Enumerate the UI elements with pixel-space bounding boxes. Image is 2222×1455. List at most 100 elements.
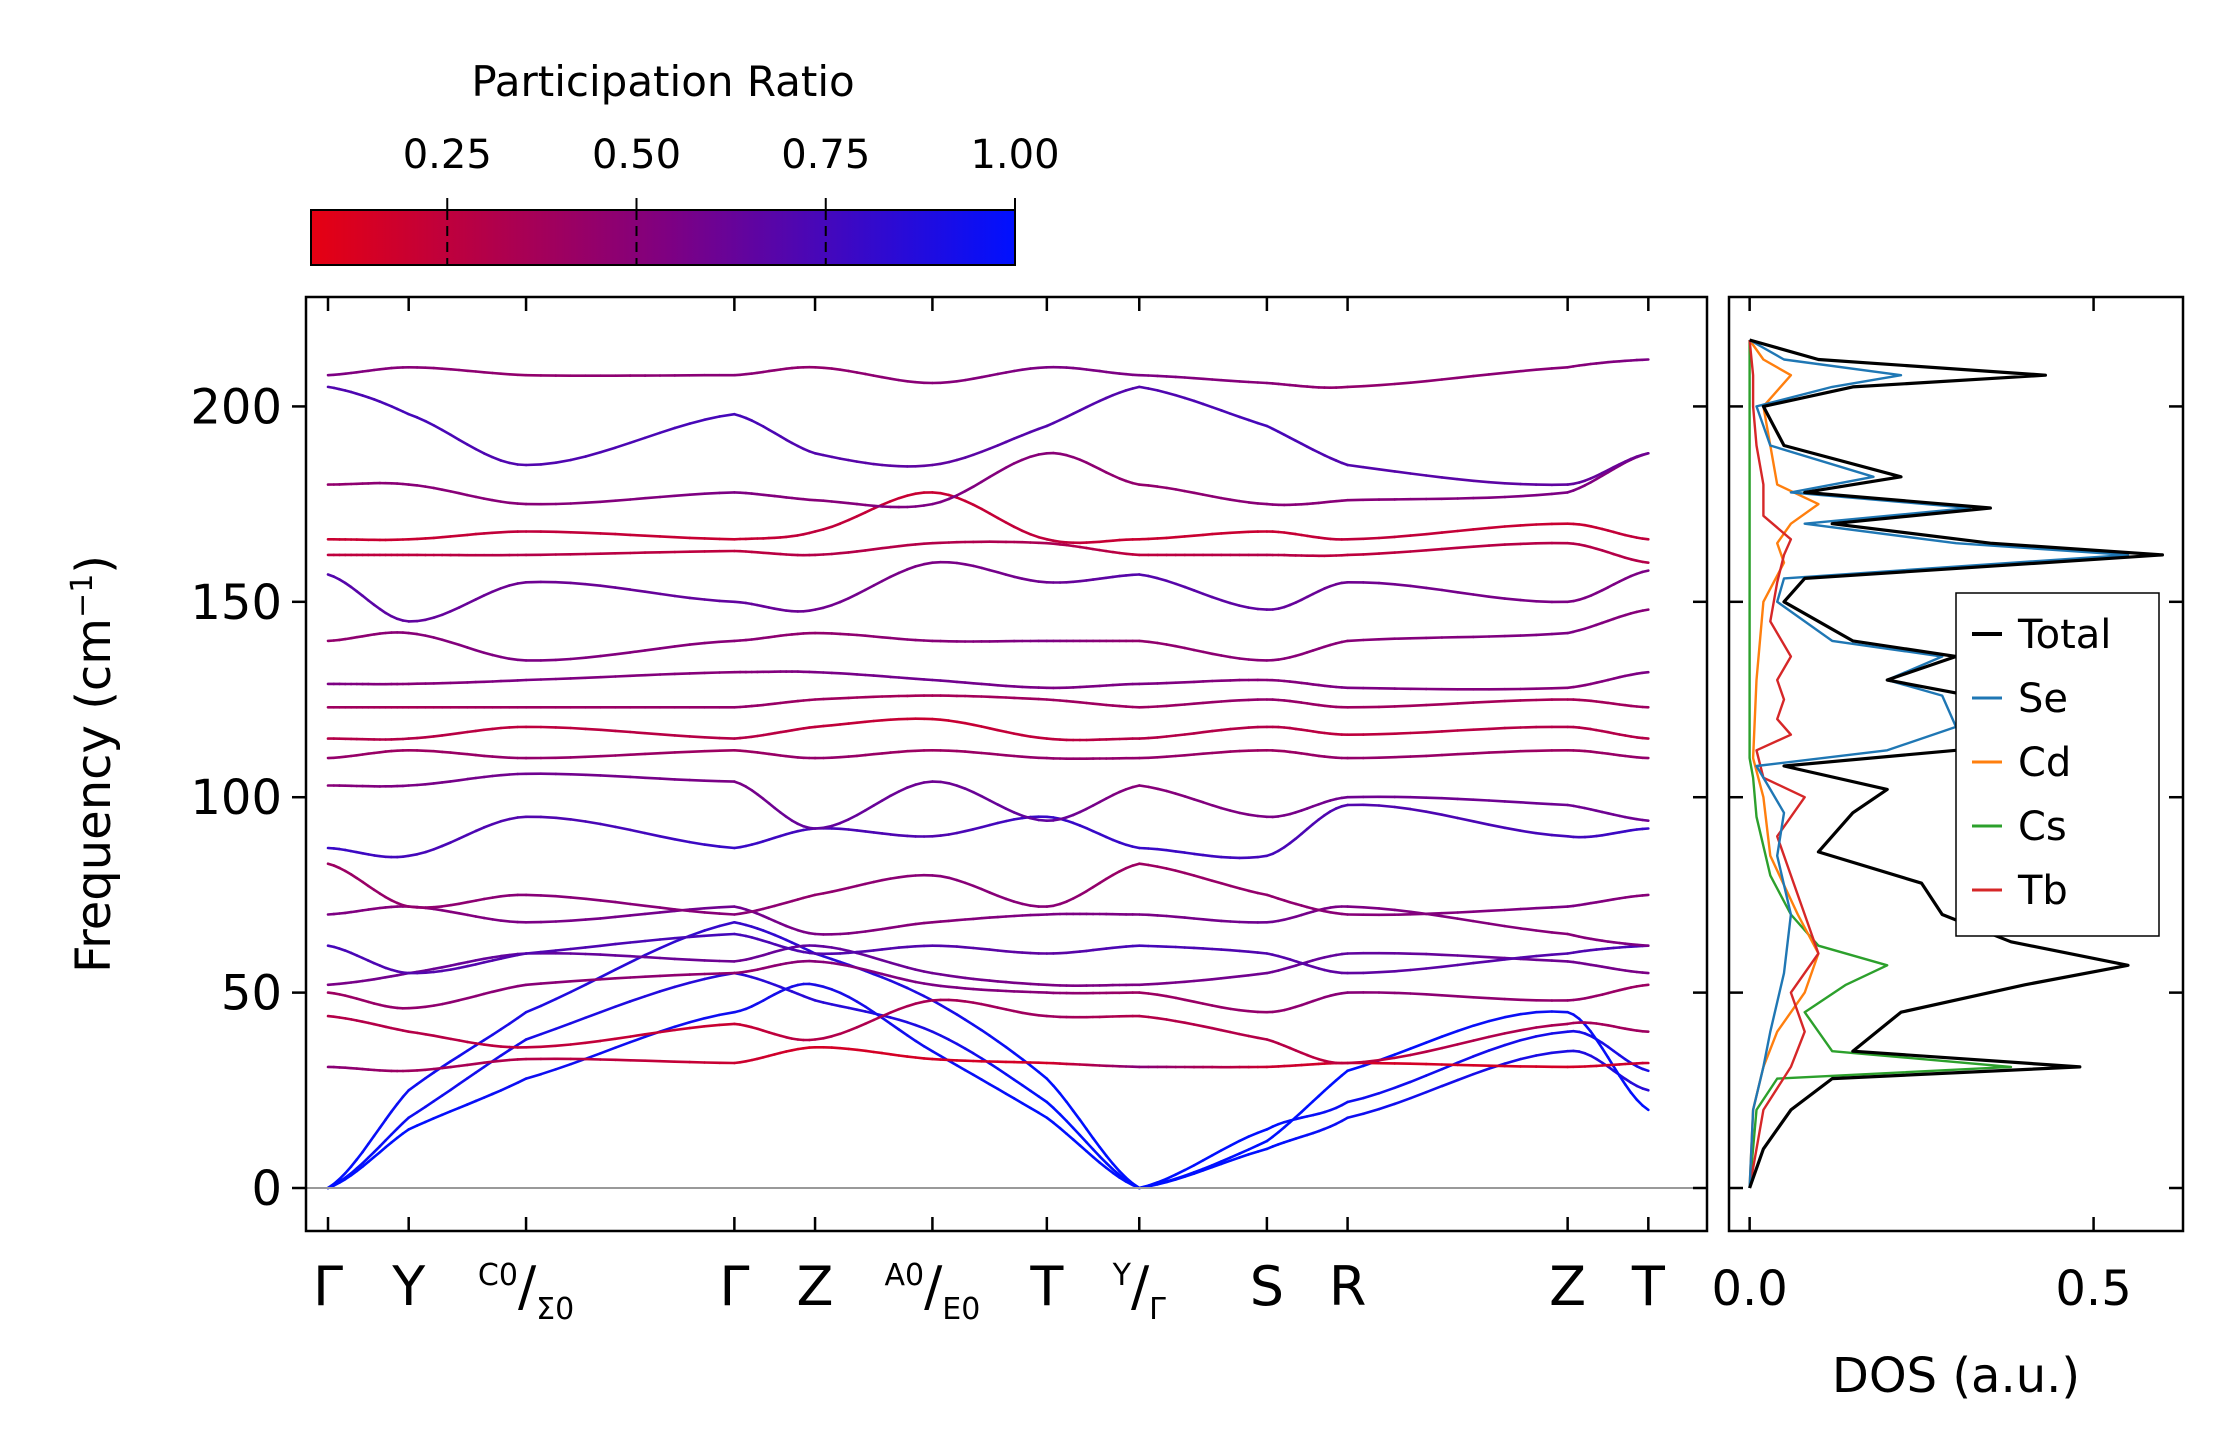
phonon-band-segment <box>1487 996 1507 1001</box>
phonon-band-segment <box>599 754 617 758</box>
phonon-band-segment <box>1238 1008 1250 1013</box>
phonon-band-segment <box>524 1032 543 1041</box>
phonon-band-segment <box>980 566 991 572</box>
phonon-band-segment <box>1550 1030 1569 1035</box>
phonon-band-segment <box>457 643 469 649</box>
phonon-band-segment <box>1583 1023 1592 1033</box>
phonon-band-segment <box>864 1049 876 1054</box>
phonon-band-segment <box>822 1035 834 1040</box>
phonon-band-segment <box>1020 577 1032 582</box>
frequency-tick-label: 200 <box>190 379 282 435</box>
phonon-band-segment <box>1105 1161 1115 1171</box>
phonon-band-segment <box>914 980 926 985</box>
phonon-band-segment <box>1424 531 1444 536</box>
phonon-band-segment <box>905 834 917 838</box>
phonon-band-segment <box>1238 604 1250 609</box>
phonon-band-segment <box>554 894 573 899</box>
phonon-band-segment <box>996 753 1008 757</box>
phonon-band-segment <box>1012 525 1024 533</box>
phonon-band-segment <box>415 1105 427 1114</box>
phonon-band-segment <box>440 488 452 493</box>
phonon-band-segment <box>584 654 602 660</box>
phonon-band-segment <box>1641 1087 1650 1092</box>
phonon-band-segment <box>864 928 876 933</box>
phonon-band-segment <box>947 679 959 684</box>
phonon-band-segment <box>1020 367 1032 372</box>
phonon-band-segment <box>1440 1029 1459 1038</box>
phonon-band-segment <box>1174 915 1187 919</box>
phonon-band-segment <box>963 485 975 493</box>
phonon-band-segment <box>1487 595 1507 600</box>
phonon-band-segment <box>996 980 1008 984</box>
phonon-band-segment <box>457 833 469 841</box>
phonon-band-segment <box>378 1139 387 1148</box>
phonon-band-segment <box>813 1037 825 1041</box>
phonon-band-segment <box>457 1049 469 1058</box>
phonon-band-segment <box>1550 365 1569 370</box>
phonon-band-segment <box>491 530 503 535</box>
phonon-band-segment <box>1247 1034 1260 1040</box>
phonon-band-segment <box>872 752 884 756</box>
phonon-band-segment <box>822 1001 834 1006</box>
phonon-band-segment <box>905 874 917 878</box>
phonon-band-segment <box>1256 891 1269 897</box>
phonon-band-segment <box>1192 589 1205 596</box>
phonon-band-segment <box>569 918 587 923</box>
phonon-band-segment <box>880 463 892 468</box>
phonon-band-segment <box>1503 542 1522 546</box>
phonon-band-segment <box>1550 631 1569 636</box>
phonon-band-segment <box>1183 871 1196 877</box>
phonon-band-segment <box>1256 854 1269 859</box>
phonon-band-segment <box>897 568 909 575</box>
phonon-band-segment <box>905 1034 917 1043</box>
phonon-band-segment <box>1393 805 1412 811</box>
phonon-band-segment <box>424 419 436 427</box>
phonon-band-segment <box>703 598 721 603</box>
phonon-band-segment <box>996 570 1008 576</box>
phonon-band-segment <box>988 948 1000 952</box>
phonon-band-segment <box>628 912 647 917</box>
phonon-band-segment <box>474 370 486 374</box>
phonon-band-segment <box>1472 1019 1491 1027</box>
phonon-band-segment <box>673 1020 692 1028</box>
phonon-band-segment <box>432 1066 444 1071</box>
phonon-band-segment <box>1210 1004 1223 1009</box>
phonon-band-segment <box>1624 1083 1633 1094</box>
phonon-band-segment <box>1362 637 1381 642</box>
phonon-band-segment <box>980 725 991 730</box>
phonon-band-segment <box>432 905 444 909</box>
phonon-band-segment <box>971 1001 983 1006</box>
phonon-band-segment <box>947 1038 959 1046</box>
phonon-band-segment <box>703 972 721 976</box>
phonon-band-segment <box>482 590 494 597</box>
phonon-band-segment <box>1029 453 1040 459</box>
phonon-band-segment <box>996 949 1008 953</box>
phonon-band-segment <box>996 894 1008 901</box>
phonon-band-segment <box>838 1029 850 1036</box>
phonon-band-segment <box>688 418 706 425</box>
phonon-band-segment <box>813 826 825 830</box>
phonon-band-segment <box>1183 585 1196 592</box>
colorbar-gradient <box>310 209 1016 266</box>
phonon-band-segment <box>499 500 511 505</box>
phonon-band-segment <box>554 580 573 585</box>
phonon-band-segment <box>415 782 427 787</box>
phonon-band-segment <box>1519 829 1538 835</box>
phonon-band-segment <box>905 978 917 984</box>
phonon-band-segment <box>1456 545 1475 550</box>
frequency-tick-label: 150 <box>190 575 282 631</box>
phonon-band-segment <box>449 731 461 736</box>
phonon-band-segment <box>1424 1084 1444 1094</box>
legend-label-se: Se <box>2018 676 2068 722</box>
phonon-band-segment <box>499 584 511 590</box>
phonon-band-segment <box>673 750 692 754</box>
phonon-band-segment <box>440 750 452 754</box>
phonon-band-segment <box>1456 701 1475 705</box>
phonon-band-segment <box>1004 369 1016 374</box>
phonon-band-segment <box>628 436 647 445</box>
phonon-band-segment <box>1165 579 1177 586</box>
phonon-band-segment <box>415 850 427 856</box>
phonon-band-segment <box>1456 728 1475 732</box>
phonon-band-segment <box>1247 418 1260 425</box>
